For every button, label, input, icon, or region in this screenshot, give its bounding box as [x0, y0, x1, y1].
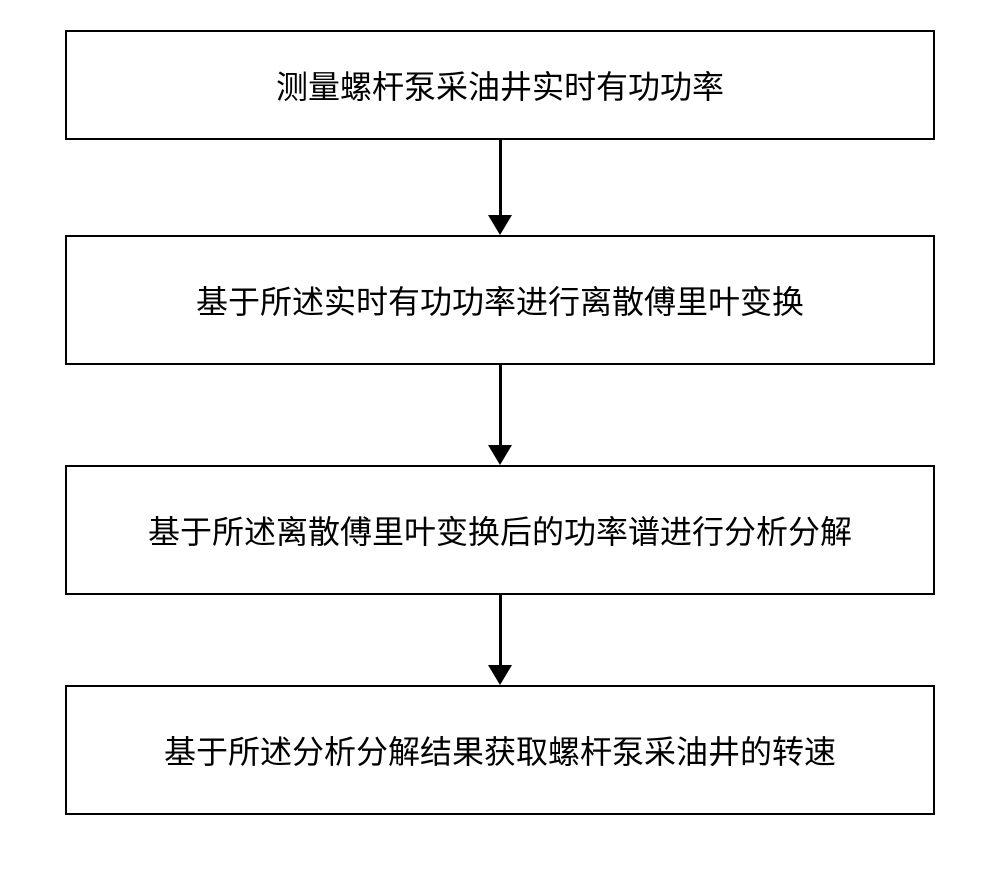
arrow-head-icon: [488, 445, 512, 465]
flowchart-node-3: 基于所述离散傅里叶变换后的功率谱进行分析分解: [65, 465, 935, 595]
arrow-line: [499, 140, 502, 215]
node-2-label: 基于所述实时有功功率进行离散傅里叶变换: [196, 277, 804, 323]
arrow-line: [499, 595, 502, 665]
arrow-line: [499, 365, 502, 445]
flowchart-arrow-3: [488, 595, 512, 685]
flowchart-arrow-1: [488, 140, 512, 235]
node-3-label: 基于所述离散傅里叶变换后的功率谱进行分析分解: [148, 507, 852, 553]
arrow-head-icon: [488, 665, 512, 685]
arrow-head-icon: [488, 215, 512, 235]
flowchart-node-4: 基于所述分析分解结果获取螺杆泵采油井的转速: [65, 685, 935, 815]
flowchart-node-2: 基于所述实时有功功率进行离散傅里叶变换: [65, 235, 935, 365]
flowchart-node-1: 测量螺杆泵采油井实时有功功率: [65, 30, 935, 140]
flowchart-arrow-2: [488, 365, 512, 465]
node-1-label: 测量螺杆泵采油井实时有功功率: [276, 62, 724, 108]
flowchart-container: 测量螺杆泵采油井实时有功功率 基于所述实时有功功率进行离散傅里叶变换 基于所述离…: [65, 30, 935, 815]
node-4-label: 基于所述分析分解结果获取螺杆泵采油井的转速: [164, 727, 836, 773]
